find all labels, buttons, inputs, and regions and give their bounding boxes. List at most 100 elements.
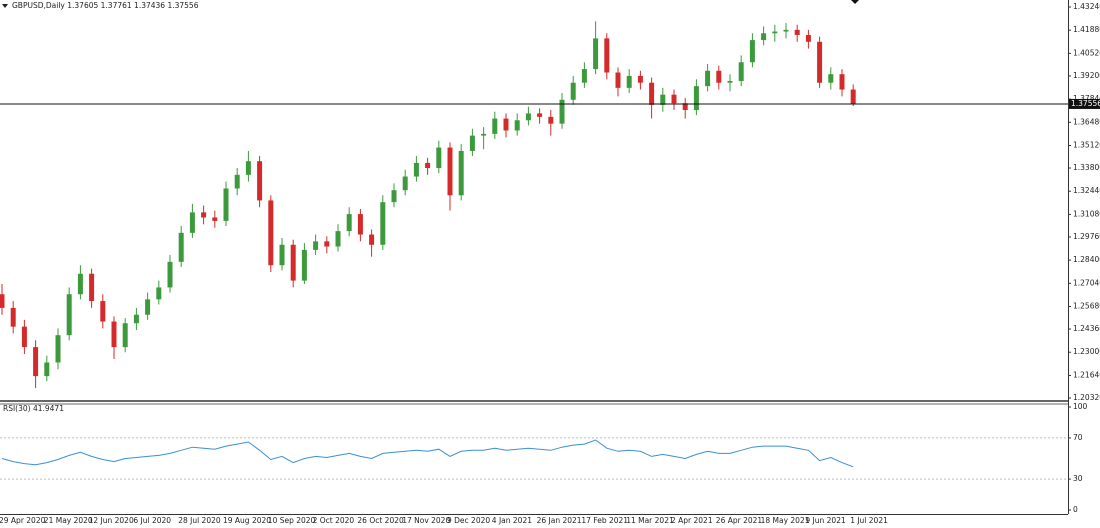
candle-body [772, 31, 778, 34]
x-tick-label: 19 Aug 2020 [223, 516, 271, 525]
y-tick-label: 1.39200 [1073, 71, 1100, 80]
candle-body [794, 29, 800, 35]
candle-body [447, 147, 453, 196]
x-tick-label: 9 Jun 2021 [805, 516, 846, 525]
candle-body [413, 162, 419, 177]
x-tick-label: 6 Jul 2020 [133, 516, 171, 525]
candle-body [245, 161, 251, 175]
y-tick-label: 1.35120 [1073, 141, 1100, 150]
candle-body [850, 89, 856, 104]
candle-body [21, 326, 27, 348]
candle-body [637, 75, 643, 83]
x-tick-label: 21 May 2020 [44, 516, 93, 525]
candle-body [55, 335, 61, 363]
candle-body [716, 70, 722, 83]
candle-body [335, 231, 341, 247]
candle-body [514, 120, 520, 131]
candle-body [626, 75, 632, 88]
candle-body [783, 29, 789, 32]
x-tick-label: 17 Nov 2020 [402, 516, 450, 525]
candle-body [100, 301, 106, 322]
y-tick-label: 1.36480 [1073, 117, 1100, 126]
y-tick-label: 1.24360 [1073, 324, 1100, 333]
x-tick-label: 10 Sep 2020 [268, 516, 316, 525]
candle-body [156, 287, 162, 300]
candle-body [458, 150, 464, 196]
candle-body [761, 33, 767, 41]
candle-body [257, 161, 263, 201]
y-tick-label: 1.37840 [1073, 94, 1100, 103]
y-tick-label: 1.32440 [1073, 186, 1100, 195]
candle-body [559, 99, 565, 124]
candle-body [133, 314, 139, 324]
y-tick-label: 1.28400 [1073, 255, 1100, 264]
candle-body [189, 212, 195, 233]
candle-body [817, 41, 823, 83]
x-tick-label: 12 Jun 2020 [89, 516, 134, 525]
y-tick-label: 1.25680 [1073, 302, 1100, 311]
candle-body [548, 116, 554, 124]
x-tick-label: 26 Apr 2021 [716, 516, 763, 525]
candle-body [77, 273, 83, 295]
candle-body [604, 38, 610, 73]
candle-body [727, 81, 733, 83]
shift-marker [851, 0, 859, 4]
candle-body [660, 94, 666, 105]
x-tick-label: 9 Dec 2020 [447, 516, 490, 525]
candle-body [66, 294, 72, 336]
candle-body [357, 214, 363, 235]
y-tick-label: 1.27040 [1073, 278, 1100, 287]
candle-body [839, 74, 845, 90]
candle-body [705, 70, 711, 87]
x-tick-label: 29 Apr 2020 [0, 516, 46, 525]
candle-body [693, 86, 699, 111]
candle-body [391, 190, 397, 203]
x-tick-label: 1 Jul 2021 [850, 516, 888, 525]
x-tick-label: 2 Apr 2021 [671, 516, 713, 525]
x-tick-label: 28 Jul 2020 [178, 516, 221, 525]
candle-body [481, 133, 487, 136]
indicator-title: RSI(30) 41.9471 [3, 404, 64, 413]
candle-body [10, 307, 16, 327]
candle-body [279, 244, 285, 266]
candle-body [111, 321, 117, 348]
x-tick-label: 11 Mar 2021 [626, 516, 674, 525]
candle-body [537, 113, 543, 117]
candle-body [682, 103, 688, 111]
y-tick-label: 1.21640 [1073, 370, 1100, 379]
y-tick-label: 1.41880 [1073, 25, 1100, 34]
x-tick-label: 2 Oct 2020 [313, 516, 355, 525]
candle-body [593, 38, 599, 70]
candle-body [89, 273, 95, 302]
candle-body [570, 82, 576, 100]
candle-body [290, 244, 296, 281]
candle-body [201, 212, 207, 218]
x-tick-label: 4 Jan 2021 [492, 516, 532, 525]
candle-body [0, 294, 5, 308]
candle-body [581, 69, 587, 83]
candle-body [380, 202, 386, 245]
rsi-line [1, 439, 854, 468]
dropdown-icon[interactable] [2, 4, 8, 8]
candle-body [178, 232, 184, 262]
candle-body [212, 217, 218, 221]
candle-body [402, 176, 408, 191]
y-tick-label: 70 [1073, 433, 1083, 442]
candle-body [503, 118, 509, 131]
candle-body [324, 241, 330, 247]
candle-body [234, 174, 240, 189]
candle-body [425, 162, 431, 169]
candle-body [649, 82, 655, 105]
candle-body [167, 261, 173, 288]
candle-body [671, 94, 677, 104]
candle-body [346, 214, 352, 232]
y-tick-label: 1.20320 [1073, 393, 1100, 402]
candle-body [615, 72, 621, 88]
y-tick-label: 1.23000 [1073, 347, 1100, 356]
y-tick-label: 30 [1073, 474, 1083, 483]
chart-title: GBPUSD,Daily 1.37605 1.37761 1.37436 1.3… [12, 1, 199, 10]
candle-body [749, 40, 755, 63]
y-tick-label: 1.29760 [1073, 232, 1100, 241]
